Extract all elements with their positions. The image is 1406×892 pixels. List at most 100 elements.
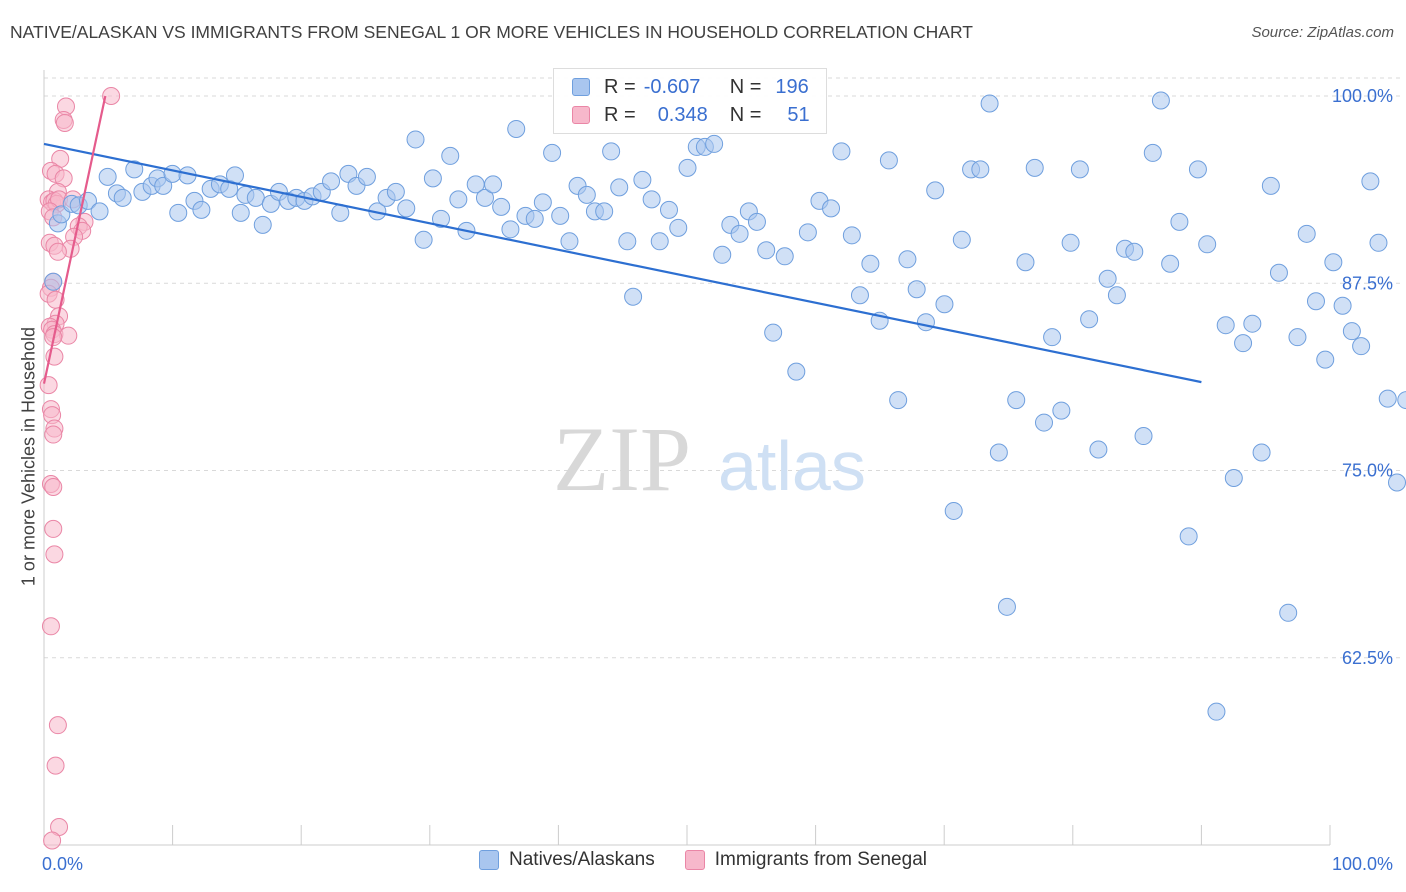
chart-title: NATIVE/ALASKAN VS IMMIGRANTS FROM SENEGA… <box>10 22 973 42</box>
data-point-blue <box>90 202 109 221</box>
legend-blue-n: 196 <box>775 75 809 98</box>
bottom-legend: Natives/Alaskans Immigrants from Senegal <box>0 849 1406 871</box>
data-point-blue <box>1207 702 1226 721</box>
data-point-blue <box>757 241 776 260</box>
data-point-blue <box>525 209 544 228</box>
data-point-blue <box>322 172 341 191</box>
legend-label-senegal: Immigrants from Senegal <box>714 849 927 870</box>
data-point-blue <box>944 501 963 520</box>
data-point-blue <box>650 232 669 251</box>
data-point-blue <box>1061 233 1080 252</box>
legend-box: R = -0.607 N = 196 R = 0.348 N = 51 <box>553 68 827 134</box>
data-point-blue <box>501 220 520 239</box>
data-point-blue <box>449 190 468 209</box>
data-point-pink <box>39 376 58 395</box>
legend-n-label: N = <box>729 75 762 98</box>
data-point-blue <box>1306 292 1325 311</box>
data-point-blue <box>507 119 526 138</box>
legend-r-label: R = <box>604 75 636 98</box>
legend-swatch-blue <box>572 78 590 96</box>
data-point-blue <box>669 218 688 237</box>
data-point-blue <box>1143 143 1162 162</box>
trend-line-blue <box>43 142 1202 384</box>
series-blue-points <box>44 91 1406 721</box>
data-point-blue <box>492 197 511 216</box>
data-point-blue <box>1188 160 1207 179</box>
data-point-blue <box>705 134 724 153</box>
data-point-blue <box>889 391 908 410</box>
data-point-blue <box>907 280 926 299</box>
data-point-blue <box>1170 212 1189 231</box>
data-point-blue <box>1151 91 1170 110</box>
data-point-blue <box>916 313 935 332</box>
y-axis-label: 1 or more Vehicles in Household <box>18 326 39 587</box>
data-point-blue <box>1025 158 1044 177</box>
data-point-blue <box>246 188 265 207</box>
data-point-blue <box>822 199 841 218</box>
data-point-blue <box>431 209 450 228</box>
data-point-blue <box>764 323 783 342</box>
data-point-blue <box>1070 160 1089 179</box>
data-point-blue <box>832 142 851 161</box>
data-point-pink <box>48 716 67 735</box>
data-point-blue <box>1369 233 1388 252</box>
data-point-blue <box>169 203 188 222</box>
data-point-blue <box>879 151 898 170</box>
gridlines <box>44 77 1400 659</box>
data-point-blue <box>1080 310 1099 329</box>
data-point-pink <box>55 113 74 132</box>
data-point-blue <box>713 245 732 264</box>
data-point-blue <box>154 176 173 195</box>
data-point-blue <box>44 272 63 291</box>
data-point-blue <box>192 200 211 219</box>
data-point-blue <box>775 247 794 266</box>
data-point-blue <box>1333 296 1352 315</box>
data-point-blue <box>898 250 917 269</box>
data-point-pink <box>48 242 67 261</box>
data-point-blue <box>659 200 678 219</box>
legend-n-label: N = <box>729 103 762 126</box>
data-point-blue <box>1134 427 1153 446</box>
data-point-blue <box>1052 401 1071 420</box>
data-point-blue <box>633 170 652 189</box>
legend-item-natives: Natives/Alaskans <box>479 849 655 871</box>
data-point-blue <box>1324 253 1343 272</box>
data-point-blue <box>1089 440 1108 459</box>
data-point-blue <box>577 185 596 204</box>
data-point-blue <box>980 94 999 113</box>
data-point-blue <box>624 287 643 306</box>
data-point-blue <box>1279 603 1298 622</box>
legend-swatch-natives <box>479 850 499 870</box>
data-point-blue <box>971 160 990 179</box>
data-point-blue <box>1243 314 1262 333</box>
data-point-pink <box>45 545 64 564</box>
legend-label-natives: Natives/Alaskans <box>509 849 655 870</box>
data-point-blue <box>997 597 1016 616</box>
legend-swatch-pink <box>572 106 590 124</box>
data-point-blue <box>861 254 880 273</box>
x-tick-label: 100.0% <box>1332 854 1393 874</box>
trend-line-pink <box>42 95 107 384</box>
data-point-blue <box>423 169 442 188</box>
data-point-blue <box>543 143 562 162</box>
data-point-blue <box>595 202 614 221</box>
trend-lines <box>42 95 1202 384</box>
data-point-blue <box>1198 235 1217 254</box>
data-point-blue <box>1252 443 1271 462</box>
data-point-pink <box>59 326 78 345</box>
data-point-blue <box>1378 389 1397 408</box>
data-point-blue <box>1261 176 1280 195</box>
data-point-blue <box>441 146 460 165</box>
data-point-blue <box>551 206 570 225</box>
data-point-blue <box>1234 334 1253 353</box>
data-point-blue <box>618 232 637 251</box>
legend-row-pink: R = 0.348 N = 51 <box>572 101 810 129</box>
legend-r-label: R = <box>604 103 636 126</box>
data-point-blue <box>357 167 376 186</box>
data-point-blue <box>1397 391 1406 410</box>
data-point-pink <box>44 425 63 444</box>
data-point-pink <box>46 756 65 775</box>
legend-item-senegal: Immigrants from Senegal <box>684 849 927 871</box>
data-point-blue <box>125 160 144 179</box>
